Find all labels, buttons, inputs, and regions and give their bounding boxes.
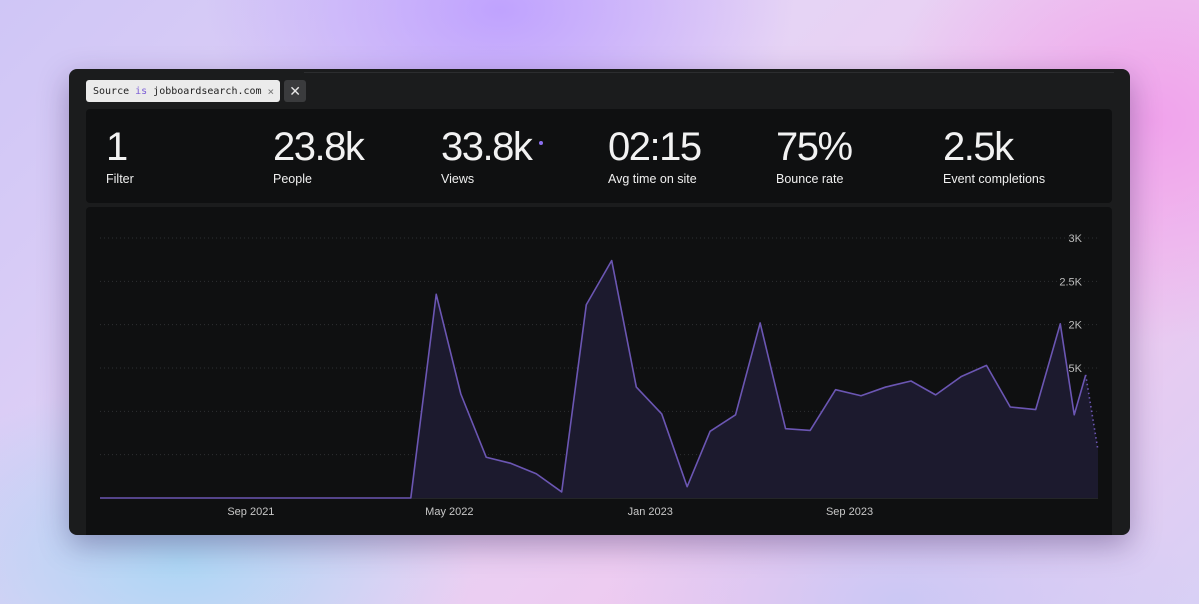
stat-label: Filter xyxy=(106,172,134,186)
stat-value: 1 xyxy=(106,125,128,169)
stat-views[interactable]: 33.8k Views xyxy=(441,124,544,186)
filter-field: Source xyxy=(93,85,130,97)
y-tick-label: 2.5K xyxy=(1059,276,1082,288)
live-indicator-icon xyxy=(539,141,544,146)
stat-label: Event completions xyxy=(943,172,1046,186)
series-line xyxy=(100,259,1087,499)
stat-value: 75% xyxy=(776,125,853,169)
y-tick-label: 2K xyxy=(1069,320,1083,332)
stat-people[interactable]: 23.8k People xyxy=(273,124,365,186)
series-partial-line xyxy=(1084,374,1099,451)
x-tick-label: Jan 2023 xyxy=(628,506,673,518)
stat-avg-time[interactable]: 02:15 Avg time on site xyxy=(608,124,702,186)
close-icon: ✕ xyxy=(289,82,302,99)
stat-label: Avg time on site xyxy=(608,172,697,186)
stat-label: People xyxy=(273,172,312,186)
stat-label: Bounce rate xyxy=(776,172,844,186)
y-tick-label: 3K xyxy=(1069,233,1083,245)
filter-operator: is xyxy=(135,85,148,97)
x-tick-label: May 2022 xyxy=(425,506,473,518)
filter-bar: Source is jobboardsearch.com × ✕ xyxy=(86,80,307,102)
x-tick-label: Sep 2023 xyxy=(826,506,873,518)
remove-filter-icon[interactable]: × xyxy=(267,84,275,98)
stat-value: 33.8k xyxy=(441,125,533,169)
stat-event-completions[interactable]: 2.5k Event completions xyxy=(943,124,1045,186)
stat-value: 02:15 xyxy=(608,125,702,169)
clear-filters-button[interactable]: ✕ xyxy=(284,80,307,102)
filter-value: jobboardsearch.com xyxy=(153,85,262,97)
series-area xyxy=(100,260,1098,498)
stat-value: 2.5k xyxy=(943,125,1014,169)
stat-value: 23.8k xyxy=(273,125,365,169)
x-tick-label: Sep 2021 xyxy=(227,506,274,518)
stats-panel: 1 Filter 23.8k People 33.8k Views 02:15 … xyxy=(86,109,1112,203)
divider xyxy=(304,72,1114,73)
stat-bounce-rate[interactable]: 75% Bounce rate xyxy=(776,124,853,186)
dashboard-window: Source is jobboardsearch.com × ✕ 1 Filte… xyxy=(69,69,1130,535)
stat-filter[interactable]: 1 Filter xyxy=(106,124,134,186)
filter-chip[interactable]: Source is jobboardsearch.com × xyxy=(86,80,281,102)
stat-label: Views xyxy=(441,172,475,186)
